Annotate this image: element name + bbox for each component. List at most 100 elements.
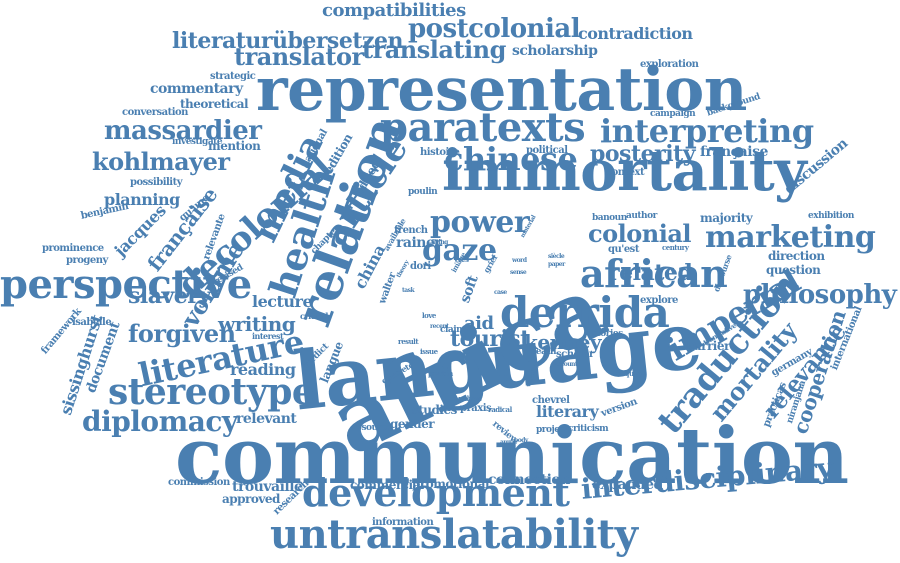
word-diplomacy: diplomacy [82, 405, 238, 438]
word-french: french [394, 225, 428, 236]
word-contradiction: contradiction [578, 24, 693, 43]
word-kohlmayer: kohlmayer [92, 147, 230, 176]
word-quest: qu'est [608, 244, 639, 255]
word-scholarship: scholarship [512, 43, 598, 59]
word-direction: direction [768, 249, 825, 263]
word-prominence: prominence [42, 243, 104, 254]
word-analysis: analysis [454, 394, 482, 403]
word-paper: paper [548, 261, 565, 268]
word-paratexts: paratexts [380, 104, 586, 151]
word-stories: stories [592, 329, 623, 339]
word-posterity: posterity [590, 141, 696, 167]
word-author: author [626, 211, 657, 221]
word-immortality: immortality [442, 138, 807, 204]
word-stereotype: stereotype [108, 371, 315, 413]
word-literaturubersetzen: literaturübersetzen [172, 28, 403, 54]
word-century: century [662, 243, 689, 252]
word-chinese: chinese [444, 140, 578, 178]
word-radical: radical [488, 405, 512, 414]
word-argue: argue [500, 439, 517, 446]
word-expanded: expanded [592, 477, 663, 493]
word-account: account [554, 361, 578, 368]
word-banoun: banoun [592, 213, 627, 223]
word-poulin: poulin [408, 187, 438, 197]
word-dori: dori [410, 261, 431, 272]
word-slavery: slavery [128, 283, 211, 309]
word-colonial: colonial [588, 219, 691, 248]
word-kenney: kenney [524, 330, 602, 354]
word-benjamin: benjamin [79, 200, 130, 222]
word-planning: planning [104, 190, 180, 209]
word-representation: representation [256, 55, 747, 125]
word-rainer: rainer [396, 235, 442, 251]
word-issue: issue [420, 347, 438, 356]
word-perspective: perspective [0, 261, 252, 308]
word-trouvaille: trouvaille [232, 479, 303, 495]
word-resource: resource [352, 423, 393, 433]
word-philosophy: philosophy [743, 280, 897, 310]
word-exhibition: exhibition [808, 211, 854, 221]
word-forgiven: forgiven [128, 319, 236, 348]
word-african: african [580, 251, 728, 296]
word-result: result [398, 337, 419, 346]
word-literary: literary [536, 402, 599, 421]
word-yves: yves [454, 255, 469, 264]
word-explore: explore [640, 295, 678, 306]
word-barrier: barrier [686, 339, 730, 353]
word-gaze: gaze [422, 233, 497, 268]
word-investigate: investigate [172, 137, 223, 147]
word-reading: reading [230, 360, 296, 379]
word-commission: commission [168, 477, 230, 488]
word-approved: approved [222, 492, 280, 506]
word-political: political [526, 145, 568, 156]
word-theoretical: theoretical [180, 97, 249, 111]
word-conversation: conversation [122, 107, 188, 118]
word-walter: walter [377, 271, 399, 306]
word-majority: majority [700, 211, 753, 225]
word-untranslatability: untranslatability [270, 511, 638, 558]
word-gender: gender [390, 417, 435, 431]
word-campaign: campaign [650, 109, 696, 119]
word-critical: critical [300, 311, 328, 321]
word-body: body [514, 437, 528, 444]
word-chevrel: chevrel [532, 395, 570, 406]
word-related: related [608, 260, 693, 286]
word-communication: communication [175, 411, 849, 502]
word-compatibilities: compatibilities [322, 0, 466, 21]
word-commentary: commentary [150, 81, 243, 97]
word-histoire: histoire [420, 147, 460, 158]
word-connection: connection [488, 472, 570, 488]
word-case: case [494, 289, 507, 296]
word-commercial: commercial [350, 478, 424, 492]
word-postcolonial: postcolonial [408, 14, 581, 44]
word-mention: mention [208, 139, 261, 153]
word-siecle: siècle [548, 253, 565, 260]
word-theory: theory [395, 259, 411, 279]
word-criticism: criticism [568, 424, 609, 434]
word-marketing: marketing [705, 220, 876, 255]
word-word: word [512, 257, 527, 264]
word-project: project [536, 425, 569, 435]
word-francaise-right: française [700, 144, 768, 160]
word-enquiry: enquiry [616, 369, 643, 378]
word-claim: claim [440, 325, 466, 335]
word-lecture: lecture [252, 292, 313, 311]
word-scholar: scholar [556, 349, 594, 360]
word-massardier: massardier [104, 116, 262, 146]
word-interpreting: interpreting [600, 112, 814, 150]
word-praxis: praxis [460, 403, 492, 414]
word-tourist: tourist [450, 326, 530, 352]
word-writing: writing [218, 312, 296, 336]
word-love: love [422, 311, 436, 320]
word-power: power [430, 205, 530, 240]
word-recent: recent [430, 323, 449, 330]
word-relevant: relevant [236, 411, 297, 427]
word-strategic: strategic [210, 71, 256, 82]
word-task: task [402, 287, 415, 294]
word-translating: translating [362, 35, 506, 64]
word-studies: studies [412, 403, 457, 417]
word-development: development [302, 470, 570, 515]
word-interest: interest [252, 331, 284, 341]
word-exploration: exploration [640, 59, 699, 70]
